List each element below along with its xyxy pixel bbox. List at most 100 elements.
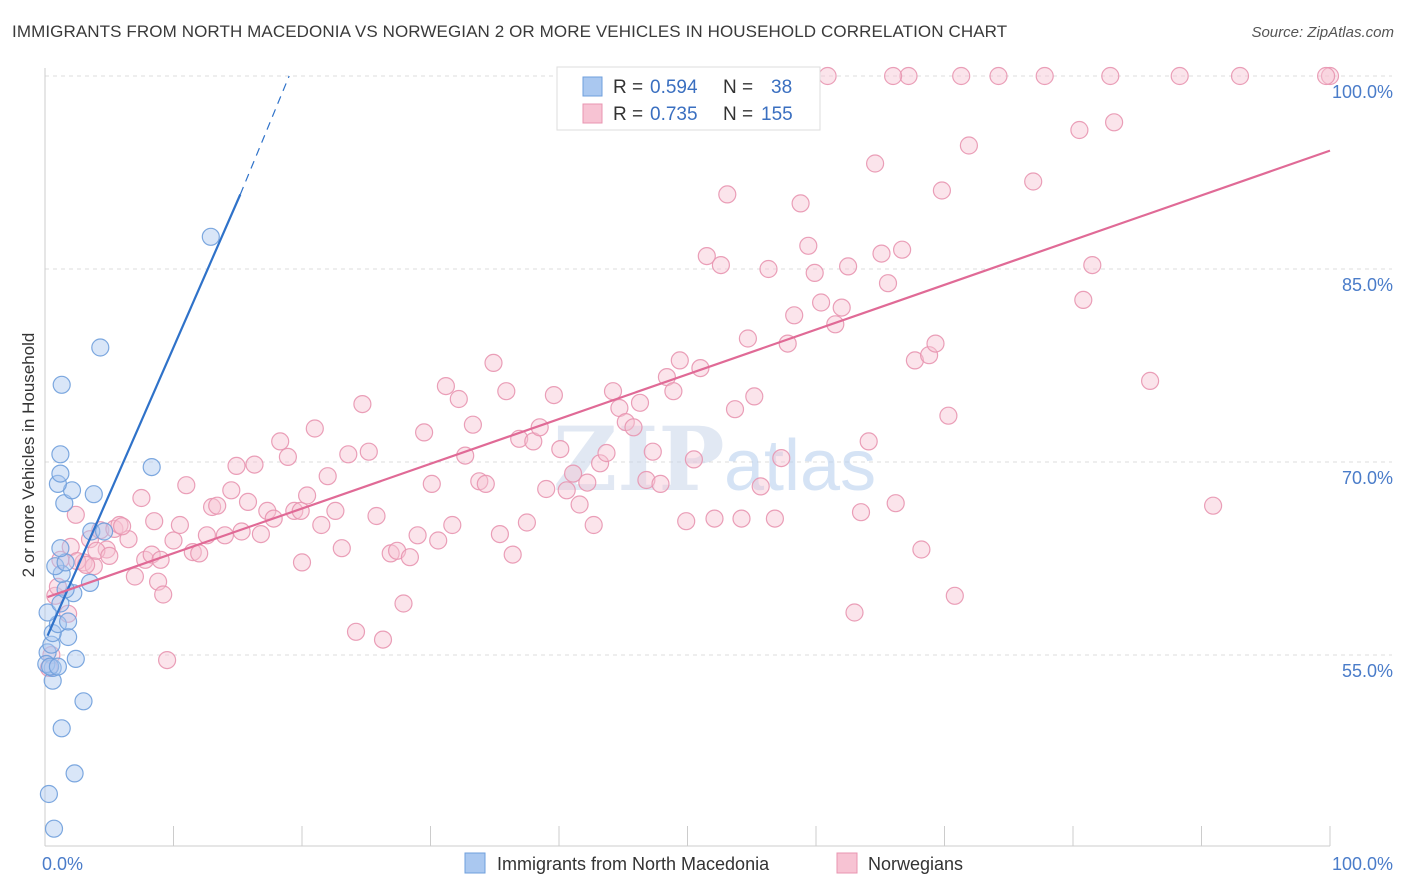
norwegians-point-32 <box>238 492 258 511</box>
north-macedonia-point-13 <box>58 612 78 631</box>
bottom-legend-label-blue: Immigrants from North Macedonia <box>497 854 770 874</box>
norwegians-point-61 <box>436 377 455 396</box>
norwegians-point-146 <box>1101 66 1120 86</box>
north-macedonia-point-2 <box>65 764 84 783</box>
norwegians-point-113 <box>785 306 804 325</box>
north-macedonia-point-4 <box>74 692 93 711</box>
norwegians-point-37 <box>271 432 290 451</box>
norwegians-point-138 <box>952 66 971 86</box>
norwegians-point-142 <box>1035 66 1054 86</box>
norwegians-point-34 <box>251 524 270 544</box>
norwegians-point-83 <box>584 515 603 535</box>
norwegians-point-29 <box>222 481 241 500</box>
norwegians-point-76 <box>537 479 556 499</box>
legend-n-value-pink: 155 <box>761 104 793 125</box>
watermark-atlas: atlas <box>724 426 876 506</box>
norwegians-point-56 <box>400 548 419 567</box>
norwegians-point-82 <box>578 473 597 492</box>
norwegians-point-126 <box>872 244 891 263</box>
bottom-legend-swatch-pink <box>836 852 858 874</box>
norwegians-point-118 <box>818 66 837 86</box>
norwegians-point-127 <box>878 274 898 293</box>
norwegians-point-91 <box>637 470 656 490</box>
x-tick-labels: 0.0% 100.0% <box>42 854 1393 874</box>
norwegians-point-58 <box>415 423 434 442</box>
trend-line-norwegians <box>47 149 1331 599</box>
norwegians-point-117 <box>811 293 831 312</box>
gridlines <box>45 75 1392 656</box>
norwegians-point-145 <box>1083 256 1102 275</box>
norwegians-point-95 <box>664 382 683 401</box>
norwegians-point-111 <box>772 449 791 468</box>
norwegians-point-90 <box>630 393 650 412</box>
y-tick-labels: 55.0% 70.0% 85.0% 100.0% <box>1332 82 1393 681</box>
norwegians-point-124 <box>859 432 878 451</box>
norwegians-point-55 <box>394 594 413 613</box>
norwegians-point-57 <box>408 526 427 545</box>
north-macedonia-point-1 <box>44 819 64 838</box>
axes <box>44 68 1331 847</box>
north-macedonia-point-7 <box>66 649 85 669</box>
legend-r-label-blue: R = <box>613 77 643 98</box>
legend-n-value-blue: 38 <box>771 77 792 98</box>
norwegians-point-132 <box>912 540 931 559</box>
norwegians-point-149 <box>1170 66 1189 86</box>
norwegians-point-110 <box>765 509 785 528</box>
x-tick-label-min: 0.0% <box>42 854 83 874</box>
bottom-legend-label-pink: Norwegians <box>868 854 963 874</box>
norwegians-point-160 <box>112 517 132 536</box>
north-macedonia-point-32 <box>52 375 71 394</box>
y-tick-label-55: 55.0% <box>1342 661 1393 681</box>
norwegians-point-106 <box>738 329 758 348</box>
trend-line-north-macedonia <box>46 193 242 637</box>
watermark: ZIP atlas <box>553 407 876 511</box>
norwegians-point-41 <box>298 486 317 505</box>
norwegians-point-50 <box>359 442 378 461</box>
norwegians-point-122 <box>845 603 864 622</box>
norwegians-point-63 <box>449 389 468 409</box>
norwegians-point-93 <box>651 474 670 493</box>
norwegians-point-162 <box>154 585 173 604</box>
norwegians-point-85 <box>597 443 616 463</box>
norwegians-point-80 <box>563 464 583 483</box>
norwegians-point-49 <box>353 395 372 414</box>
north-macedonia-point-34 <box>201 227 220 246</box>
norwegians-point-45 <box>326 501 345 520</box>
norwegians-point-150 <box>1203 496 1223 515</box>
norwegians-point-125 <box>865 154 885 173</box>
norwegians-point-22 <box>177 476 196 495</box>
series-norwegians-points <box>39 66 1340 678</box>
norwegians-point-164 <box>883 66 903 86</box>
norwegians-point-140 <box>989 66 1008 86</box>
norwegians-point-4 <box>66 505 85 524</box>
norwegians-point-62 <box>443 515 462 535</box>
norwegians-point-38 <box>278 447 297 466</box>
norwegians-point-102 <box>711 256 731 275</box>
north-macedonia-point-26 <box>84 485 103 504</box>
norwegians-point-79 <box>557 481 576 500</box>
norwegians-point-107 <box>745 387 764 406</box>
norwegians-point-121 <box>838 257 858 276</box>
north-macedonia-point-5 <box>43 671 62 690</box>
norwegians-point-103 <box>718 185 737 204</box>
norwegians-point-96 <box>670 351 689 370</box>
y-tick-label-85: 85.0% <box>1342 275 1393 295</box>
norwegians-point-75 <box>530 418 549 437</box>
norwegians-point-46 <box>332 539 351 558</box>
norwegians-point-131 <box>905 351 925 370</box>
norwegians-point-136 <box>939 406 958 425</box>
norwegians-point-78 <box>551 440 570 459</box>
norwegians-point-77 <box>544 386 564 405</box>
norwegians-point-116 <box>805 263 824 282</box>
norwegians-point-109 <box>759 259 778 279</box>
norwegians-point-139 <box>959 136 979 155</box>
norwegians-point-141 <box>1024 172 1043 191</box>
norwegians-point-147 <box>1104 113 1124 132</box>
series-legend: Immigrants from North Macedonia Norwegia… <box>464 852 963 874</box>
norwegians-point-108 <box>751 477 770 496</box>
trend-lines <box>46 75 1331 637</box>
north-macedonia-point-21 <box>56 553 75 572</box>
norwegians-point-92 <box>643 442 662 461</box>
north-macedonia-point-29 <box>51 464 70 483</box>
norwegians-point-13 <box>125 567 144 586</box>
